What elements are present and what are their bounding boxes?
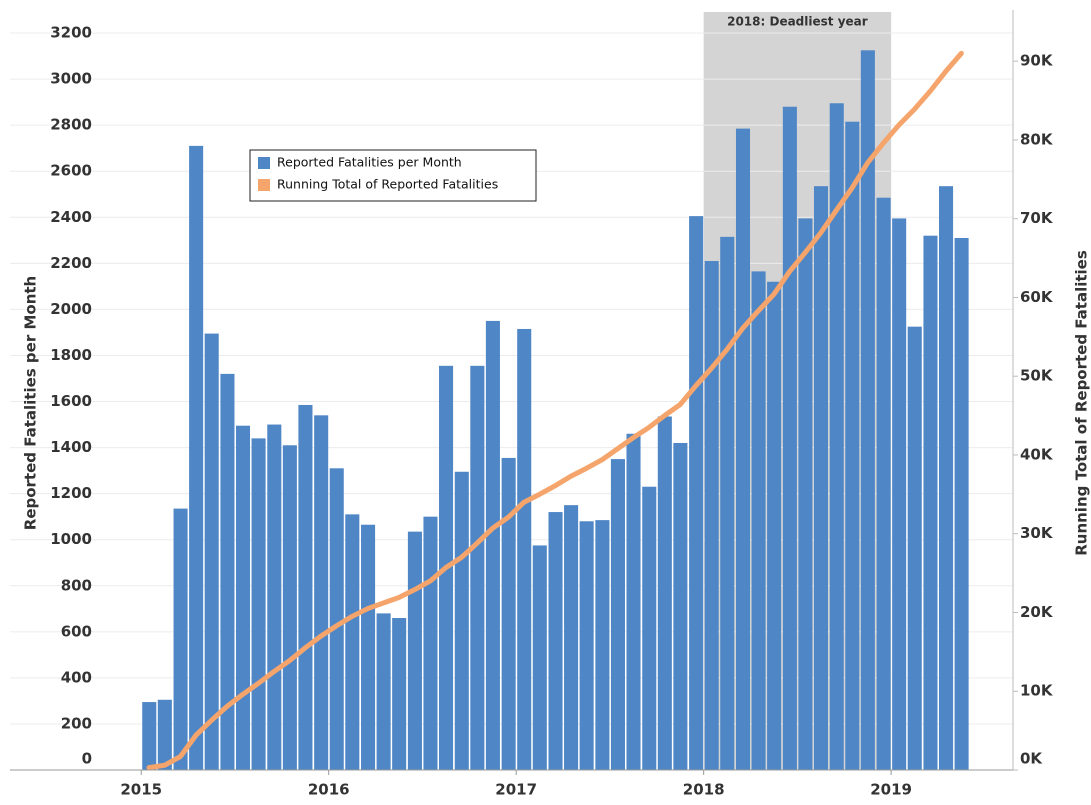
bar bbox=[282, 445, 297, 770]
bar bbox=[267, 424, 282, 770]
bar bbox=[376, 613, 391, 770]
y-tick-label: 2600 bbox=[50, 162, 92, 180]
y2-tick-label: 50K bbox=[1020, 367, 1054, 385]
bar bbox=[876, 197, 891, 771]
y-tick-label: 800 bbox=[61, 576, 92, 594]
bar bbox=[813, 186, 829, 770]
bar bbox=[204, 333, 219, 770]
y2-tick-label: 70K bbox=[1020, 209, 1054, 227]
bar bbox=[314, 415, 329, 770]
y2-tick-label: 40K bbox=[1020, 445, 1054, 463]
bar bbox=[470, 365, 485, 770]
y2-tick-label: 80K bbox=[1020, 130, 1054, 148]
bar bbox=[501, 457, 516, 770]
y-tick-label: 2800 bbox=[50, 116, 92, 134]
bar bbox=[142, 702, 157, 770]
legend: Reported Fatalities per Month Running Tot… bbox=[249, 149, 537, 202]
y2-tick-label: 30K bbox=[1020, 524, 1054, 542]
bar bbox=[673, 442, 688, 770]
y-tick-label: 1600 bbox=[50, 392, 92, 410]
legend-label: Reported Fatalities per Month bbox=[277, 155, 462, 170]
bar bbox=[329, 468, 344, 770]
x-tick-label: 2018 bbox=[683, 781, 725, 799]
y-tick-label: 200 bbox=[61, 714, 92, 732]
bar bbox=[907, 326, 922, 770]
bar bbox=[860, 50, 875, 770]
y-tick-label: 400 bbox=[61, 668, 92, 686]
bar bbox=[751, 271, 766, 770]
y-tick-label: 1000 bbox=[50, 530, 92, 548]
bar bbox=[939, 186, 954, 770]
bar bbox=[767, 281, 782, 770]
bar bbox=[829, 103, 844, 771]
x-tick-label: 2019 bbox=[870, 781, 912, 799]
bar bbox=[532, 545, 547, 770]
highlight-band bbox=[703, 12, 892, 770]
y2-tick-label: 20K bbox=[1020, 603, 1054, 621]
bar bbox=[298, 404, 313, 770]
bar bbox=[564, 505, 579, 770]
bar bbox=[361, 524, 376, 770]
bar bbox=[157, 699, 172, 770]
bar bbox=[923, 235, 938, 771]
bar bbox=[423, 516, 438, 770]
bar bbox=[345, 514, 360, 770]
y-tick-label: 600 bbox=[61, 622, 92, 640]
bar bbox=[626, 433, 641, 770]
bar bbox=[548, 512, 563, 770]
bar bbox=[704, 261, 719, 770]
y2-tick-label: 10K bbox=[1020, 682, 1054, 700]
y-tick-label: 2000 bbox=[50, 300, 92, 318]
legend-label: Running Total of Reported Fatalities bbox=[277, 177, 498, 192]
legend-swatch bbox=[258, 179, 270, 191]
y2-tick-label: 90K bbox=[1020, 52, 1054, 70]
y2-axis-title: Running Total of Reported Fatalities bbox=[1073, 250, 1091, 556]
y-tick-label: 1800 bbox=[50, 346, 92, 364]
y-axis-title: Reported Fatalities per Month bbox=[22, 276, 40, 530]
bar bbox=[595, 520, 610, 770]
bar bbox=[657, 416, 672, 770]
x-tick-label: 2015 bbox=[120, 781, 162, 799]
x-tick-label: 2017 bbox=[495, 781, 537, 799]
bar bbox=[610, 459, 625, 770]
bar bbox=[392, 618, 407, 770]
bar bbox=[892, 218, 907, 770]
bar bbox=[954, 238, 969, 770]
y-tick-label: 1200 bbox=[50, 484, 92, 502]
bar bbox=[407, 531, 422, 770]
bar bbox=[251, 438, 266, 770]
bar bbox=[720, 236, 735, 770]
legend-swatch bbox=[258, 157, 270, 169]
bar bbox=[798, 218, 813, 770]
bar bbox=[454, 471, 469, 770]
y-tick-label: 2200 bbox=[50, 254, 92, 272]
bar bbox=[220, 373, 235, 770]
bar bbox=[579, 521, 594, 770]
y-tick-label: 1400 bbox=[50, 438, 92, 456]
bar bbox=[845, 121, 860, 771]
bar bbox=[517, 328, 532, 770]
y-tick-label: 3200 bbox=[50, 24, 92, 42]
legend-box bbox=[249, 149, 537, 202]
y2-tick-label: 60K bbox=[1020, 288, 1054, 306]
bar bbox=[735, 128, 751, 770]
y2-tick-label: 0K bbox=[1020, 750, 1043, 768]
x-tick-label: 2016 bbox=[308, 781, 350, 799]
y-tick-label: 2400 bbox=[50, 208, 92, 226]
y-tick-label: 3000 bbox=[50, 70, 92, 88]
bar bbox=[189, 145, 204, 770]
bar bbox=[173, 508, 188, 770]
bar bbox=[642, 486, 657, 770]
running-total-line bbox=[146, 50, 964, 771]
annotation-label: 2018: Deadliest year bbox=[727, 15, 868, 29]
bar bbox=[485, 320, 500, 770]
bar bbox=[782, 106, 797, 770]
bar bbox=[689, 216, 704, 770]
bar bbox=[235, 425, 251, 770]
y-tick-label: 0 bbox=[82, 750, 92, 768]
